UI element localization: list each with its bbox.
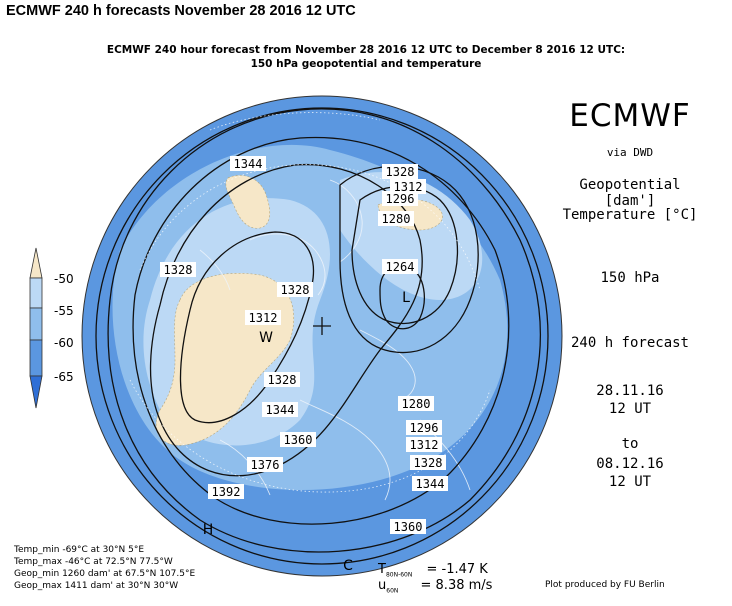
svg-text:1360: 1360 (394, 520, 423, 534)
stat-temp-min: Temp_min -69°C at 30°N 5°E (14, 545, 145, 555)
svg-text:1344: 1344 (234, 157, 263, 171)
stat-geop-max: Geop_max 1411 dam' at 30°N 30°W (14, 581, 179, 591)
pressure-mark-l: L (402, 290, 410, 306)
contour-label: 1376 (247, 457, 283, 472)
contour-label: 1312 (390, 179, 426, 194)
contour-label: 1328 (277, 282, 313, 297)
svg-text:1312: 1312 (410, 438, 439, 452)
plot-credit: Plot produced by FU Berlin (545, 580, 665, 590)
t-subscript: 80N-60N (385, 571, 413, 579)
temp-gradient-diagnostic: T80N-60N = -1.47 K (378, 562, 488, 579)
temp-region-east (340, 172, 483, 300)
valid-to-date: 08.12.16 (596, 456, 664, 472)
pressure-mark-layer: W L H C (203, 290, 410, 574)
contour-label: 1392 (208, 484, 244, 499)
u-subscript: 60N (386, 587, 399, 595)
svg-text:1360: 1360 (284, 433, 313, 447)
svg-text:1296: 1296 (386, 192, 415, 206)
legend-label-minus50: -50 (54, 272, 74, 286)
pressure-mark-c: C (343, 558, 353, 574)
t-symbol: T (378, 562, 386, 577)
svg-text:1264: 1264 (386, 260, 415, 274)
svg-text:1328: 1328 (281, 283, 310, 297)
contour-label: 1328 (410, 455, 446, 470)
svg-text:1312: 1312 (394, 180, 423, 194)
svg-text:1328: 1328 (268, 373, 297, 387)
contour-label: 1280 (398, 396, 434, 411)
warm-core-north (225, 175, 270, 229)
svg-text:1296: 1296 (410, 421, 439, 435)
legend-swatch-warm (29, 247, 43, 279)
stat-temp-max: Temp_max -46°C at 72.5°N 77.5°W (14, 557, 173, 567)
wind-diagnostic: u60N = 8.38 m/s (378, 578, 492, 595)
contour-label: 1344 (412, 476, 448, 491)
contour-label: 1344 (230, 156, 266, 171)
valid-from-date: 28.11.16 (596, 383, 664, 399)
contour-label: 1312 (406, 437, 442, 452)
contour-label: 1264 (382, 259, 418, 274)
map-subtitle-line2: 150 hPa geopotential and temperature (250, 58, 482, 70)
contour-label: 1312 (245, 310, 281, 325)
contour-label: 1360 (390, 519, 426, 534)
map-disc (82, 96, 562, 576)
via-dwd: via DWD (606, 146, 654, 159)
svg-text:1344: 1344 (416, 477, 445, 491)
contour-label: 1296 (382, 191, 418, 206)
legend-label-minus55: -55 (54, 304, 74, 318)
ecmwf-brand: ECMWF (569, 98, 691, 134)
valid-from-time: 12 UT (608, 401, 652, 417)
contour-label: 1344 (262, 402, 298, 417)
legend-label-minus65: -65 (54, 370, 74, 384)
t-value: = -1.47 K (426, 562, 488, 577)
svg-text:1376: 1376 (251, 458, 280, 472)
u-symbol: u (378, 578, 387, 593)
stat-geop-min: Geop_min 1260 dam' at 67.5°N 107.5°E (14, 569, 196, 579)
north-pole-marker (313, 317, 331, 335)
u-value: = 8.38 m/s (420, 578, 493, 593)
temperature-isolines (129, 112, 491, 493)
contour-label: 1280 (378, 211, 414, 226)
svg-text:1344: 1344 (266, 403, 295, 417)
svg-text:1328: 1328 (386, 165, 415, 179)
contour-label: 1328 (160, 262, 196, 277)
contour-label: 1360 (280, 432, 316, 447)
contour-label-layer: 1344132813121296128012641328132813121328… (160, 156, 448, 534)
pressure-mark-h: H (203, 522, 214, 538)
svg-text:1312: 1312 (249, 311, 278, 325)
temperature-unit-label: Temperature [°C] (562, 207, 698, 223)
map-subtitle-line1: ECMWF 240 hour forecast from November 28… (106, 44, 626, 56)
svg-text:1280: 1280 (382, 212, 411, 226)
legend-label-minus60: -60 (54, 336, 74, 350)
svg-text:1328: 1328 (164, 263, 193, 277)
valid-to-separator: to (621, 436, 639, 452)
temperature-color-scale (29, 247, 43, 409)
map-border (81, 95, 563, 577)
pressure-level: 150 hPa (600, 270, 660, 286)
svg-text:1328: 1328 (414, 456, 443, 470)
pressure-mark-w: W (259, 330, 273, 346)
legend-swatch-3 (29, 339, 43, 377)
legend-swatch-2 (29, 307, 43, 341)
valid-to-time: 12 UT (608, 474, 652, 490)
page-title: ECMWF 240 h forecasts November 28 2016 1… (6, 3, 356, 19)
geopotential-contours (95, 107, 549, 565)
svg-text:1280: 1280 (402, 397, 431, 411)
legend-swatch-cold (29, 375, 43, 409)
forecast-lead-time: 240 h forecast (570, 335, 689, 351)
contour-label: 1296 (406, 420, 442, 435)
legend-swatch-1 (29, 277, 43, 309)
geopotential-unit-label: Geopotential [dam'] (579, 177, 681, 209)
contour-label: 1328 (264, 372, 300, 387)
svg-text:1392: 1392 (212, 485, 241, 499)
contour-label: 1328 (382, 164, 418, 179)
